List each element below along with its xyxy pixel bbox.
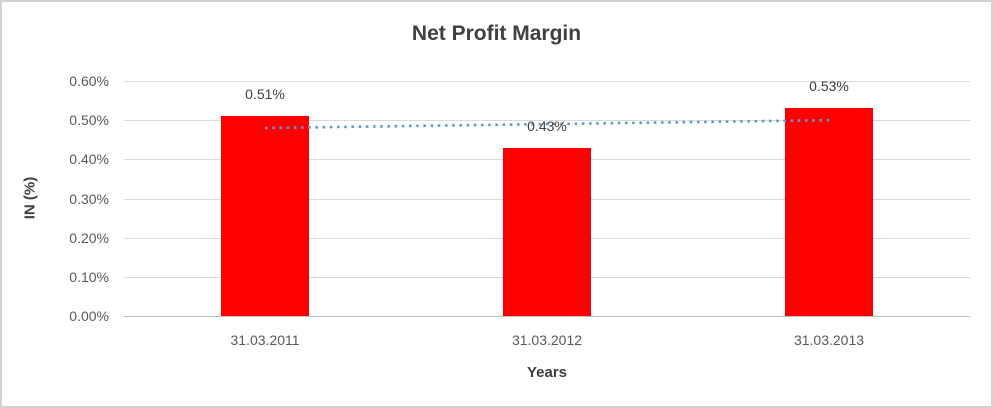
y-tick-label: 0.00%	[69, 308, 109, 324]
x-axis-line	[124, 316, 970, 317]
x-tick-label: 31.03.2011	[230, 332, 300, 348]
gridline	[124, 120, 970, 122]
y-tick-label: 0.60%	[69, 73, 109, 89]
data-label: 0.51%	[245, 86, 285, 103]
data-label: 0.53%	[809, 78, 849, 95]
trendline-layer	[264, 118, 830, 130]
y-tick-label: 0.10%	[69, 268, 109, 285]
gridline	[124, 81, 970, 82]
y-tick-label: 0.40%	[69, 151, 109, 168]
x-tick-label: 31.03.2012	[511, 332, 583, 348]
y-tick-label: 0.20%	[69, 229, 109, 246]
bar-31.03.2013[interactable]	[785, 108, 873, 316]
trendline[interactable]	[264, 118, 830, 130]
y-axis-title: IN (%)	[21, 176, 39, 220]
chart-title: Net Profit Margin	[411, 22, 582, 45]
bar-31.03.2012[interactable]	[503, 147, 591, 316]
data-label: 0.43%	[527, 117, 567, 134]
x-tick-label: 31.03.2013	[793, 332, 865, 348]
y-tick-label: 0.50%	[69, 112, 109, 129]
y-tick-label: 0.30%	[69, 190, 109, 207]
x-axis-title: Years	[526, 364, 568, 381]
bar-31.03.2011[interactable]	[221, 116, 309, 316]
plot-area: 0.51% 0.43% 0.53%	[124, 78, 970, 317]
